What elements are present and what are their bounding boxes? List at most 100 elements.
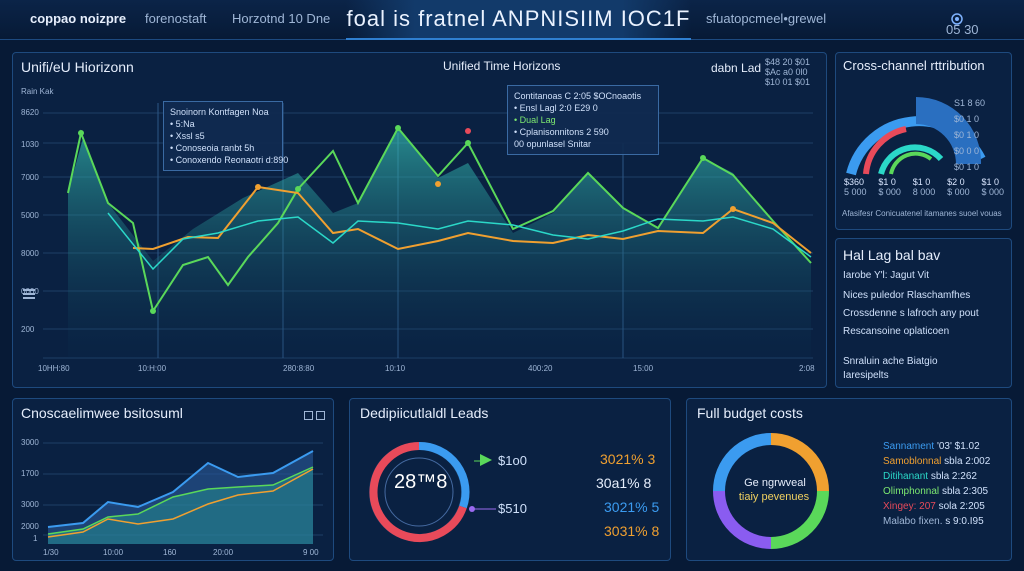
list-item[interactable]: Nices puledor Rlaschamfhes <box>843 290 971 301</box>
donut-blue <box>418 441 470 509</box>
series-blue <box>47 450 314 528</box>
brand-logo[interactable]: coppao noizpre <box>30 11 127 26</box>
panel-title: Full budget costs <box>697 405 803 421</box>
leads-donut[interactable] <box>364 437 474 547</box>
x-tick: 10:10 <box>385 364 406 373</box>
arc-label: $0 1 0 <box>954 114 980 124</box>
y-tick: 8000 <box>21 249 39 258</box>
y-axis-label: Rain Kak <box>21 87 54 96</box>
chart-center-title: Unified Time Horizons <box>443 59 561 73</box>
maximize-icon[interactable] <box>316 411 325 420</box>
legend-row: Xingey: 207 sola 2:205 <box>883 501 985 512</box>
arc-label: $0 0 0 <box>954 146 980 156</box>
menu-icon[interactable] <box>23 289 35 299</box>
y-axis-ticks: 8620 1030 7000 5000 8000 0000 200 <box>21 108 39 334</box>
deduplicated-leads-panel: Dedipiicutlaldl Leads 28™8 $1o0 $510 302… <box>349 398 671 561</box>
y-tick: 2000 <box>21 522 39 531</box>
legend-row: Olimphonnal sbla 2:305 <box>883 486 989 497</box>
leads-percent: 30a1% 8 <box>596 475 652 491</box>
nav-status-link[interactable]: sfuatopcmeel•grewel <box>706 11 827 26</box>
top-nav: coppao noizpre forenostaft Horzotnd 10 D… <box>0 0 1024 40</box>
y-tick: 200 <box>21 325 35 334</box>
legend-item: $48 20 $01 <box>765 57 811 67</box>
tooltip-line: Snoinorn Kontfagen Noa <box>170 107 269 117</box>
tooltip-line: • Conoxendo Reonaotri d:890 <box>170 155 289 165</box>
y-axis-ticks: 3000 1700 3000 2000 1 <box>21 438 39 543</box>
legend-row: Ditihanant sbla 2:262 <box>883 471 977 482</box>
tooltip-right: Contitanoas C 2:05 $OCnoaotis • Ensl Lag… <box>507 85 659 155</box>
series-orange-points <box>255 181 736 212</box>
leads-label: $1o0 <box>498 453 527 468</box>
minimize-icon[interactable] <box>304 411 313 420</box>
y-tick: 8620 <box>21 108 39 117</box>
main-line-chart[interactable]: 8620 1030 7000 5000 8000 0000 200 10HH:80 10:H:… <box>13 53 828 389</box>
x-tick: 20:00 <box>213 548 234 557</box>
panel-title: Cnoscaelimwee bsitosuml <box>21 405 183 421</box>
panel-title: Dedipiicutlaldl Leads <box>360 405 489 421</box>
attribution-panel: Cross-channel rttribution S1 8 60 $0 1 0… <box>835 52 1012 230</box>
donut-green <box>770 490 829 549</box>
attribution-arc-chart[interactable] <box>836 79 1013 199</box>
attribution-value: $2 0 $ 000 <box>947 177 970 197</box>
y-tick: 7000 <box>21 173 39 182</box>
panel-title: Cross-channel rttribution <box>843 58 985 73</box>
area-green <box>48 467 313 544</box>
list-item[interactable]: Iaresipelts <box>843 370 889 381</box>
leads-percent: 3021% 5 <box>604 499 660 515</box>
tooltip-left: Snoinorn Kontfagen Noa • 5:Na • Xssl s5 … <box>163 101 289 171</box>
cumulative-area-chart[interactable]: 3000 1700 3000 2000 1 1/30 10:00 160 20:00 9 00 <box>13 399 335 562</box>
list-item[interactable]: Crossdenne s lafroch any pout <box>843 308 979 319</box>
x-tick: 160 <box>163 548 177 557</box>
lag-label: dabn Lad <box>711 61 762 75</box>
tooltip-line: • Cplanisonnitons 2 590 <box>514 127 609 137</box>
budget-donut[interactable] <box>711 431 831 551</box>
connector-lines <box>469 460 496 512</box>
page-title: foal is fratnel ANPNISIIM IOC1F <box>346 0 691 40</box>
highlight-point[interactable] <box>465 128 471 134</box>
x-tick: 400:20 <box>528 364 553 373</box>
leads-percent: 3031% 8 <box>604 523 660 539</box>
x-tick: 10:H:00 <box>138 364 167 373</box>
attribution-value: $360 5 000 <box>844 177 867 197</box>
settings-icon[interactable] <box>950 12 964 26</box>
cumulative-chart-panel: Cnoscaelimwee bsitosuml 3000 1700 3000 2000… <box>12 398 334 561</box>
x-tick: 10HH:80 <box>38 364 70 373</box>
list-item[interactable]: Rescansoine oplaticoen <box>843 326 950 337</box>
list-item[interactable]: Iarobe Y'l: Jagut Vit <box>843 270 930 281</box>
y-tick: 3000 <box>21 500 39 509</box>
x-tick: 1/30 <box>43 548 59 557</box>
donut-blue <box>713 433 772 492</box>
nav-tab-horizon[interactable]: Horzotnd 10 Dne <box>232 11 331 26</box>
window-buttons <box>301 407 325 425</box>
arc-teal <box>878 144 944 175</box>
list-item[interactable]: Snraluin ache Biatgio <box>843 356 938 367</box>
arc-label: $0 1 0 <box>954 162 980 172</box>
legend-row: Malabo fixen. s 9:0.I95 <box>883 516 984 527</box>
series-orange <box>132 185 812 254</box>
play-icon[interactable] <box>480 454 492 466</box>
legend-row: Sannament '03' $1.02 <box>883 441 980 452</box>
attribution-caption: Afasifesr Conicuatenel itamanes suoel vo… <box>842 209 1002 218</box>
nav-tab-forecast[interactable]: forenostaft <box>145 11 207 26</box>
x-tick: 280:8:80 <box>283 364 315 373</box>
lag-list-panel: Hal Lag bal bav <box>835 238 1012 388</box>
tooltip-line: • Xssl s5 <box>170 131 205 141</box>
x-tick: 9 00 <box>303 548 319 557</box>
tooltip-line: 00 opunlasel Snitar <box>514 139 592 149</box>
y-tick: 1 <box>33 534 38 543</box>
x-tick: 15:00 <box>633 364 654 373</box>
donut-purple <box>713 490 772 549</box>
chart-legend: $48 20 $01 $Ac a0 0l0 $10 01 $01 <box>765 57 810 87</box>
series-green <box>47 466 314 535</box>
tooltip-line: • Conoseoia ranbt 5h <box>170 143 255 153</box>
budget-costs-panel: Full budget costs Ge ngrwveal tiaiy peve… <box>686 398 1012 561</box>
attribution-value: $1 0 $ 000 <box>981 177 1004 197</box>
tooltip-line: Contitanoas C 2:05 $OCnoaotis <box>514 91 642 101</box>
arc-red <box>863 126 907 175</box>
leads-center-value: 28™8 <box>394 471 448 493</box>
area-series <box>68 128 811 358</box>
series-green-points <box>78 125 706 314</box>
series-orange <box>47 468 314 538</box>
